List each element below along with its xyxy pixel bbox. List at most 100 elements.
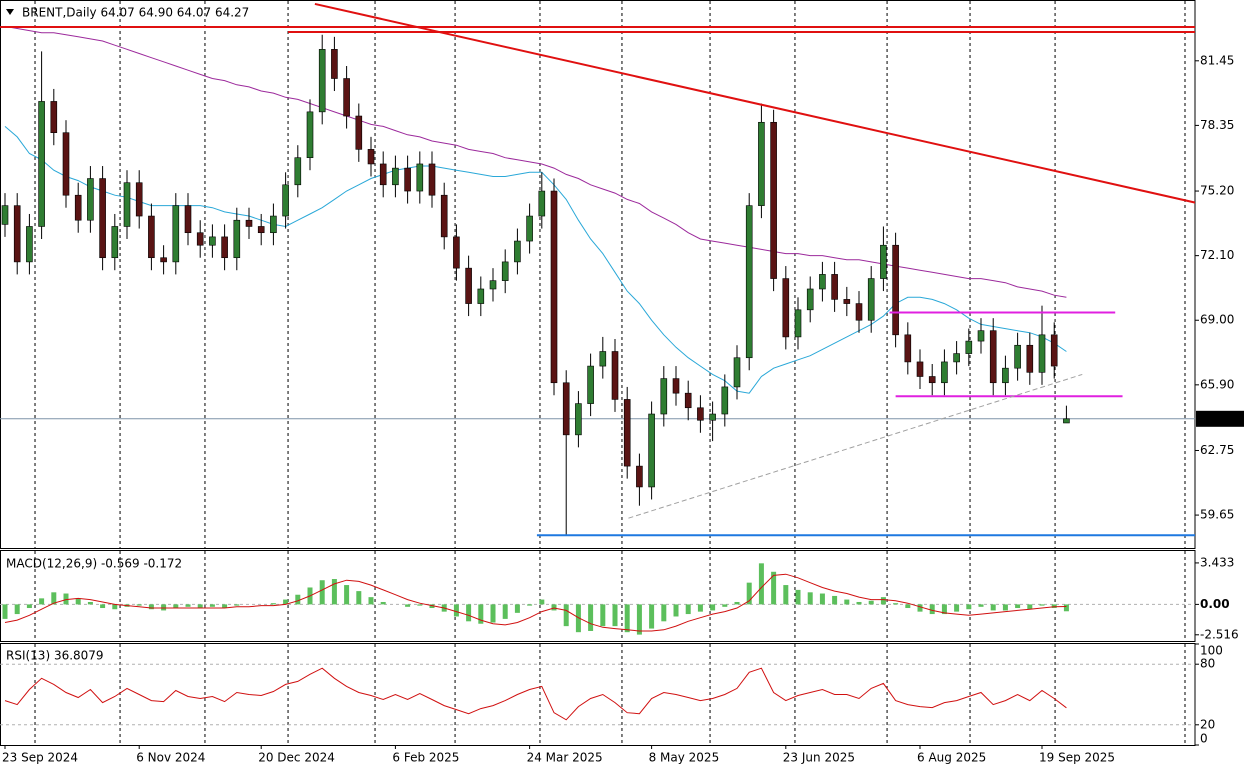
y-tick-label: 0 [1200,732,1208,746]
candle-body [977,330,985,342]
candle-body [636,465,643,488]
candle-body [50,101,58,133]
x-tick-label: 24 Mar 2025 [527,751,603,765]
y-tick-label: 0.00 [1200,597,1230,611]
macd-bar [954,604,960,612]
macd-bar [429,604,435,609]
macd-bar [1039,604,1045,606]
macd-bar [880,597,886,605]
macd-bar [295,594,301,605]
candle-body [892,244,899,336]
main-panel-frame [0,0,1196,549]
main-plot [0,2,1195,537]
macd-bar [1063,604,1069,612]
macd-bar [1002,604,1008,611]
candle-body [62,132,70,196]
candle-body [550,190,558,384]
candle-body [941,361,948,384]
main-title: BRENT,Daily 64.07 64.90 64.07 64.27 [22,6,249,20]
candle-body [477,288,485,304]
trend-line [628,373,1083,519]
candle-body [453,236,460,269]
candle-body [99,178,106,259]
candle-body [599,351,607,367]
y-tick-label: 72.10 [1200,248,1234,262]
candle-body [221,236,228,259]
macd-bar [161,604,167,611]
candle-body [611,351,619,400]
candle-body [209,236,216,246]
candle-body [806,288,814,311]
macd-bar [39,598,45,605]
candle-body [160,257,167,263]
candle-body [660,378,668,415]
candle-body [1063,418,1070,424]
rsi-plot [4,667,1067,721]
macd-bar [417,604,423,606]
macd-bar [270,603,276,605]
candle-body [819,274,826,290]
y-tick-label: 65.90 [1200,377,1234,391]
macd-bar [868,600,874,605]
macd-bar [636,604,642,635]
candle-body [1026,344,1034,373]
macd-bar [649,604,655,629]
candle-body [855,303,863,321]
macd-bar [14,604,20,615]
candle-body [428,163,436,196]
macd-bar [63,593,69,605]
macd-bar [856,601,862,605]
candle-body [184,205,192,234]
x-tick-label: 8 May 2025 [649,751,720,765]
y-tick-label: -2.516 [1200,627,1239,641]
x-tick-label: 23 Sep 2024 [2,751,78,765]
candle-body [26,226,33,263]
candle-body [172,205,180,263]
x-tick-label: 6 Feb 2025 [392,751,459,765]
candle-body [196,232,204,246]
candle-body [1014,344,1021,369]
macd-bar [466,604,472,622]
candle-body [306,111,314,159]
y-tick-label: 81.45 [1200,53,1234,67]
macd-panel-frame [0,550,1196,642]
macd-bar [771,571,777,605]
candle-body [538,190,546,217]
macd-bar [807,592,813,605]
macd-bar [710,604,716,611]
candle-body [87,178,94,221]
macd-bar [527,604,533,606]
macd-bar [514,604,520,613]
macd-bar [75,598,81,605]
macd-bar [722,604,728,607]
macd-bar [734,601,740,605]
trend-line [314,2,1195,204]
candle-body [648,413,655,488]
last-price-box [1196,410,1244,427]
candle-body [465,267,472,304]
macd-bar [990,604,996,611]
candle-body [233,219,241,259]
macd-bar [539,599,545,605]
macd-bar [502,604,508,619]
macd-bar [26,604,32,609]
candle-body [123,182,131,227]
macd-bar [173,604,179,609]
candle-body [1050,334,1058,367]
macd-bar [844,599,850,605]
candle-body [880,244,887,279]
macd-bar [575,604,581,633]
candle-body [416,163,424,192]
macd-bar [551,604,557,611]
macd-bar [746,582,752,605]
candle-body [758,121,765,206]
candle-body [282,184,289,217]
candle-body [379,163,387,186]
candle-body [392,167,399,186]
macd-bar [87,601,93,605]
candle-body [343,78,350,117]
macd-bar [978,604,984,607]
candle-body [697,407,704,421]
macd-bar [697,604,703,612]
